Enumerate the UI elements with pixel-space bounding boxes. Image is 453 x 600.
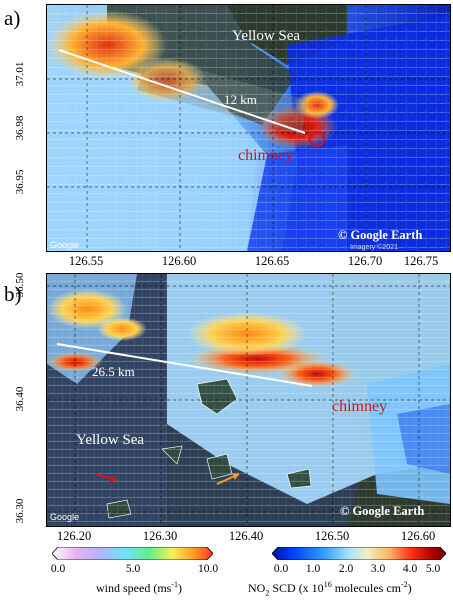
no2-colorbar-label: NO2 SCD (x 1016 molecules cm-2) — [248, 580, 412, 598]
panel-a-sea-label: Yellow Sea — [232, 28, 301, 44]
panel-a-ytick: 36.95 — [14, 169, 26, 195]
panel-a-chimney-marker — [309, 131, 325, 147]
panel-b-ytick: 36.30 — [14, 498, 26, 524]
panel-b-distance-line — [56, 343, 313, 387]
panel-b-ytick: 36.40 — [14, 386, 26, 412]
panel-a-xtick: 126.65 — [254, 254, 290, 268]
panel-a-credit: © Google Earth — [338, 228, 423, 242]
no2-tick: 4.0 — [402, 563, 418, 575]
wind-tick: 10.0 — [197, 563, 219, 575]
panel-b-sea-label: Yellow Sea — [76, 432, 145, 448]
panel-a-xtick: 126.55 — [68, 254, 104, 268]
panel-b-distance-label: 26.5 km — [92, 364, 135, 379]
panel-a-imagery: Imagery ©2021 — [350, 244, 398, 251]
panel-b-xtick: 126.40 — [228, 529, 264, 543]
panel-a-letter: a) — [4, 6, 21, 30]
panel-b-xtick: 126.20 — [56, 529, 92, 543]
panel-b-xtick: 126.60 — [400, 529, 436, 543]
panel-a-google-logo: Google — [50, 240, 80, 250]
panel-a-xtick: 126.60 — [161, 254, 197, 268]
wind-tick: 0.0 — [50, 563, 66, 575]
panel-b-google-logo: Google — [50, 512, 80, 522]
panel-a-xtick: 126.70 — [347, 254, 383, 268]
panel-b-map-svg — [47, 274, 450, 526]
panel-a-chimney-label: chimney — [238, 147, 294, 164]
panel-b-wind-arrow-orange — [232, 473, 239, 480]
panel-a-xtick: 126.75 — [403, 254, 439, 268]
wind-colorbar — [51, 546, 214, 561]
panel-a-map[interactable] — [46, 4, 451, 252]
no2-colorbar — [271, 546, 447, 561]
panel-a-distance-label: 12 km — [224, 92, 257, 107]
wind-colorbar-label: wind speed (ms-1) — [96, 580, 182, 595]
panel-b-wind-arrow-red — [110, 475, 117, 483]
no2-tick: 5.0 — [425, 563, 441, 575]
no2-tick: 0.0 — [273, 563, 289, 575]
panel-a-distance-line — [58, 49, 306, 134]
panel-a-map-svg — [47, 5, 450, 251]
panel-b-map[interactable] — [46, 273, 451, 527]
panel-b-letter: b) — [4, 282, 22, 306]
panel-a-ytick: 36.98 — [14, 115, 26, 141]
panel-b-credit: © Google Earth — [340, 504, 425, 518]
wind-colorbar-svg — [51, 546, 214, 561]
no2-tick: 3.0 — [370, 563, 386, 575]
panel-a-ytick: 37.01 — [14, 61, 26, 87]
panel-b-chimney-label: chimney — [332, 398, 388, 415]
panel-b-xtick: 126.50 — [314, 529, 350, 543]
no2-tick: 1.0 — [305, 563, 321, 575]
panel-b-xtick: 126.30 — [142, 529, 178, 543]
no2-colorbar-svg — [271, 546, 447, 561]
no2-tick: 2.0 — [338, 563, 354, 575]
wind-tick: 5.0 — [125, 563, 141, 575]
panel-b-ytick: 36.50 — [14, 272, 26, 298]
